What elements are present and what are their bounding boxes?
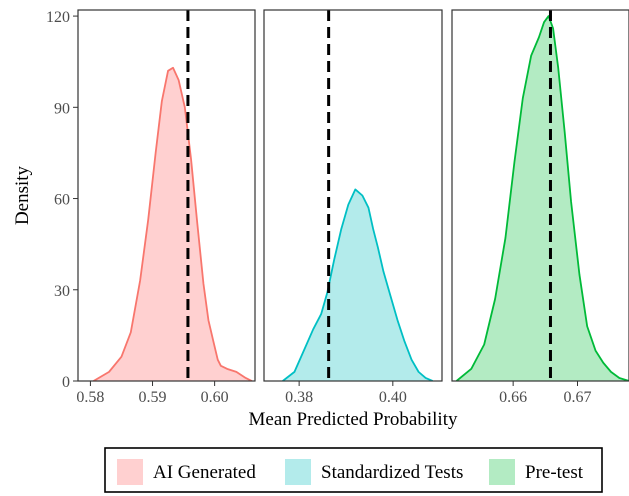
- panel-3: 0.66 0.67: [451, 9, 629, 406]
- x-axis-title: Mean Predicted Probability: [249, 409, 458, 430]
- panels: 0.58 0.59 0.60 0.38 0.40 0.66 0.67: [76, 9, 629, 406]
- x-tick-label: 0.38: [285, 389, 313, 406]
- legend-box: [104, 447, 603, 493]
- legend: AI Generated Standardized Tests Pre-test: [104, 447, 603, 493]
- legend-key: [285, 459, 311, 485]
- y-tick-label: 90: [54, 100, 70, 117]
- density-curve: [455, 15, 629, 381]
- y-axis: 0 30 60 90 120: [46, 9, 78, 391]
- y-tick-label: 0: [62, 374, 70, 391]
- legend-key: [117, 459, 143, 485]
- legend-label: Standardized Tests: [321, 462, 463, 483]
- density-area: [456, 16, 629, 381]
- legend-key: [489, 459, 515, 485]
- y-tick-label: 120: [46, 9, 70, 26]
- x-tick-label: 0.67: [564, 389, 592, 406]
- y-axis-title: Density: [12, 165, 33, 225]
- panel-border: [451, 9, 629, 382]
- legend-label: AI Generated: [153, 462, 256, 483]
- x-tick-label: 0.60: [201, 389, 229, 406]
- density-area: [282, 189, 433, 381]
- x-tick-label: 0.59: [139, 389, 167, 406]
- density-curve: [282, 188, 433, 381]
- panel-border: [263, 9, 443, 382]
- x-tick-label: 0.40: [379, 389, 407, 406]
- legend-label: Pre-test: [525, 462, 584, 483]
- x-tick-label: 0.58: [76, 389, 104, 406]
- density-curve: [93, 66, 253, 381]
- x-tick-label: 0.66: [499, 389, 527, 406]
- density-area: [93, 67, 252, 381]
- panel-border: [77, 9, 256, 382]
- panel-1: 0.58 0.59 0.60: [76, 9, 256, 406]
- y-tick-label: 30: [54, 283, 70, 300]
- y-tick-label: 60: [54, 192, 70, 209]
- panel-2: 0.38 0.40: [263, 9, 443, 406]
